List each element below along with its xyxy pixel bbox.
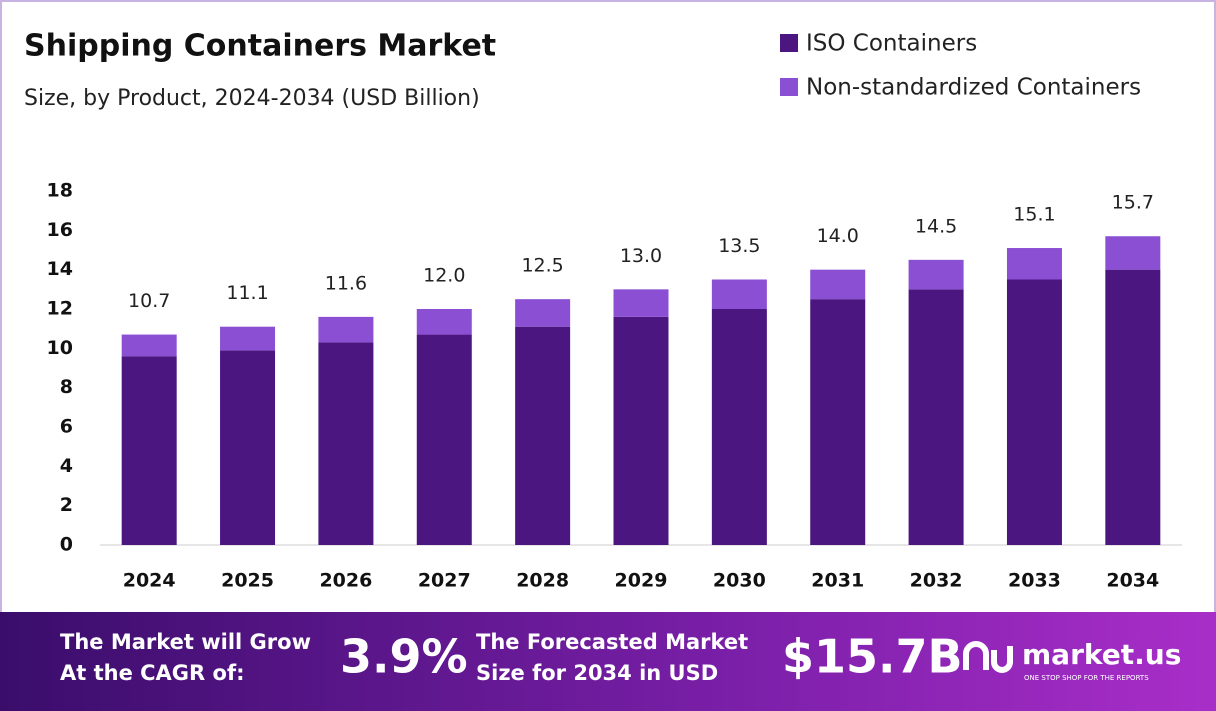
total-label: 13.5 (718, 235, 760, 257)
chart-title: Shipping Containers Market (24, 29, 496, 64)
cagr-text: The Market will Grow (60, 630, 311, 654)
bar-segment (318, 316, 374, 343)
y-tick-label: 0 (60, 534, 73, 556)
bar-segment (1105, 269, 1161, 545)
x-tick-label: 2029 (615, 570, 668, 592)
x-tick-label: 2033 (1008, 570, 1061, 592)
cagr-value: 3.9% (340, 630, 468, 684)
total-label: 12.5 (521, 255, 563, 277)
bar-segment (515, 299, 571, 327)
total-label: 15.1 (1013, 204, 1055, 226)
total-label: 10.7 (128, 290, 170, 312)
bar-segment (515, 326, 571, 545)
bar-segment (220, 326, 276, 351)
y-tick-label: 10 (47, 337, 73, 359)
bar-segment (908, 289, 964, 545)
y-tick-label: 4 (60, 455, 73, 477)
forecast-text: The Forecasted Market (476, 630, 748, 654)
legend-label: ISO Containers (806, 31, 977, 57)
total-label: 14.5 (915, 215, 957, 237)
x-tick-label: 2031 (811, 570, 864, 592)
cagr-text: At the CAGR of: (60, 661, 245, 685)
x-tick-label: 2026 (319, 570, 372, 592)
legend-swatch (780, 78, 798, 96)
bar-segment (613, 316, 669, 545)
total-label: 12.0 (423, 265, 465, 287)
x-tick-label: 2030 (713, 570, 766, 592)
bar-segment (318, 342, 374, 545)
bar-segment (908, 259, 964, 290)
y-tick-label: 14 (47, 258, 73, 280)
y-tick-label: 12 (47, 298, 73, 320)
legend-label: Non-standardized Containers (806, 75, 1141, 101)
bar-segment (613, 289, 669, 317)
bar-segment (711, 279, 767, 309)
x-tick-label: 2034 (1106, 570, 1159, 592)
bar-segment (1006, 248, 1062, 280)
tagline: ONE STOP SHOP FOR THE REPORTS (1024, 674, 1149, 682)
y-tick-label: 2 (60, 494, 73, 516)
bar-segment (416, 309, 472, 335)
total-label: 15.7 (1112, 192, 1154, 214)
bar-segment (1105, 236, 1161, 270)
x-tick-label: 2032 (910, 570, 963, 592)
y-tick-label: 6 (60, 416, 73, 438)
x-tick-label: 2028 (516, 570, 569, 592)
y-tick-label: 16 (47, 219, 73, 241)
x-tick-label: 2027 (418, 570, 471, 592)
total-label: 14.0 (817, 225, 859, 247)
legend-swatch (780, 34, 798, 52)
x-tick-label: 2024 (123, 570, 176, 592)
bar-segment (711, 309, 767, 545)
forecast-value: $15.7B (782, 630, 963, 684)
bar-segment (810, 299, 866, 545)
brand-logo (963, 641, 1013, 673)
total-label: 13.0 (620, 245, 662, 267)
bar-segment (220, 350, 276, 545)
total-label: 11.1 (226, 282, 268, 304)
footer-banner (0, 612, 1216, 711)
brand: market.us (1022, 638, 1181, 671)
bar-segment (1006, 279, 1062, 545)
chart-subtitle: Size, by Product, 2024-2034 (USD Billion… (24, 86, 480, 111)
total-label: 11.6 (325, 272, 367, 294)
bar-segment (810, 269, 866, 300)
y-tick-label: 8 (60, 376, 73, 398)
x-tick-label: 2025 (221, 570, 274, 592)
bar-segment (121, 356, 177, 545)
bar-segment (416, 334, 472, 545)
bar-segment (121, 334, 177, 357)
y-tick-label: 18 (47, 180, 73, 202)
forecast-text: Size for 2034 in USD (476, 661, 718, 685)
